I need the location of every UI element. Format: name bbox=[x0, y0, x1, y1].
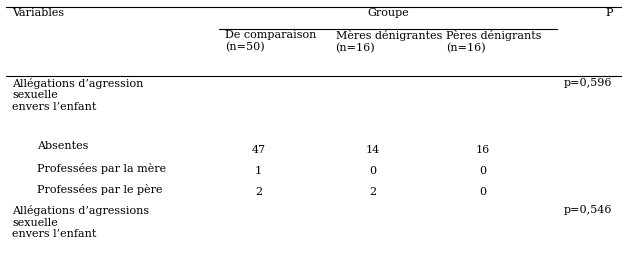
Text: 16: 16 bbox=[476, 145, 490, 155]
Text: Mères dénigrantes
(n=16): Mères dénigrantes (n=16) bbox=[335, 30, 442, 53]
Text: p=0,596: p=0,596 bbox=[564, 78, 612, 88]
Text: Professées par le père: Professées par le père bbox=[37, 184, 163, 195]
Text: De comparaison
(n=50): De comparaison (n=50) bbox=[225, 30, 316, 52]
Text: p=0,546: p=0,546 bbox=[564, 205, 612, 215]
Text: 2: 2 bbox=[369, 187, 376, 197]
Text: 14: 14 bbox=[365, 145, 379, 155]
Text: 1: 1 bbox=[255, 166, 262, 176]
Text: 47: 47 bbox=[252, 145, 266, 155]
Text: Allégations d’agression
sexuelle
envers l’enfant: Allégations d’agression sexuelle envers … bbox=[13, 78, 144, 112]
Text: 0: 0 bbox=[480, 187, 487, 197]
Text: 0: 0 bbox=[480, 166, 487, 176]
Text: Professées par la mère: Professées par la mère bbox=[37, 163, 166, 174]
Text: Pères dénigrants
(n=16): Pères dénigrants (n=16) bbox=[447, 30, 542, 53]
Text: Groupe: Groupe bbox=[367, 8, 409, 18]
Text: 0: 0 bbox=[369, 166, 376, 176]
Text: Absentes: Absentes bbox=[37, 142, 89, 152]
Text: 2: 2 bbox=[255, 187, 262, 197]
Text: P: P bbox=[605, 8, 612, 18]
Text: Allégations d’agressions
sexuelle
envers l’enfant: Allégations d’agressions sexuelle envers… bbox=[13, 205, 149, 239]
Text: Variables: Variables bbox=[13, 8, 65, 18]
